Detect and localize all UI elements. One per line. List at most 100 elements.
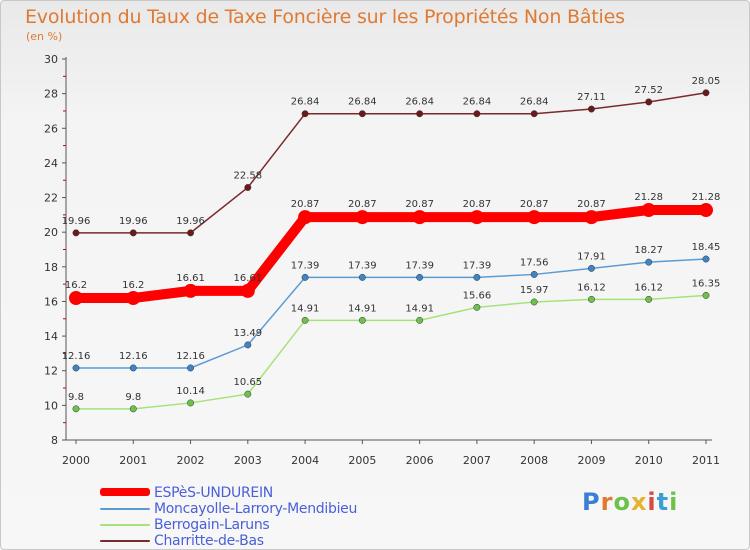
brand-letter: i bbox=[669, 488, 679, 516]
series-line bbox=[71, 205, 711, 303]
data-label: 17.39 bbox=[348, 260, 377, 271]
legend-label: Charritte-de-Bas bbox=[154, 533, 264, 549]
data-point bbox=[72, 364, 80, 372]
series-line bbox=[76, 258, 707, 369]
data-point bbox=[416, 316, 424, 324]
data-label: 19.96 bbox=[119, 216, 148, 227]
data-label: 26.84 bbox=[405, 97, 434, 108]
x-tick-label: 2010 bbox=[635, 454, 663, 467]
data-label: 19.96 bbox=[176, 216, 205, 227]
data-point bbox=[187, 229, 194, 237]
data-label: 18.27 bbox=[634, 245, 663, 256]
x-tick-label: 2006 bbox=[406, 454, 434, 467]
data-label: 20.87 bbox=[577, 199, 606, 210]
x-tick-label: 2009 bbox=[577, 454, 605, 467]
legend-swatch bbox=[100, 524, 150, 526]
data-label: 19.96 bbox=[62, 216, 91, 227]
data-label: 20.87 bbox=[405, 199, 434, 210]
data-label: 26.84 bbox=[348, 97, 377, 108]
data-point bbox=[645, 295, 653, 303]
legend-swatch bbox=[100, 508, 150, 510]
data-label: 21.28 bbox=[692, 192, 721, 203]
data-point bbox=[588, 264, 595, 272]
y-tick-label: 22 bbox=[44, 192, 58, 205]
x-tick-label: 2011 bbox=[692, 454, 720, 467]
data-label: 16.2 bbox=[65, 280, 87, 291]
data-point bbox=[412, 210, 427, 225]
x-tick-label: 2002 bbox=[177, 454, 205, 467]
data-label: 10.14 bbox=[176, 386, 205, 397]
brand-letter: t bbox=[656, 488, 670, 516]
data-point bbox=[530, 110, 538, 118]
brand-letter: i bbox=[647, 488, 657, 516]
series-line bbox=[76, 92, 707, 234]
data-label: 27.11 bbox=[577, 92, 606, 103]
data-point bbox=[702, 255, 710, 263]
data-label: 21.28 bbox=[634, 192, 663, 203]
legend-label: Berrogain-Laruns bbox=[154, 517, 270, 533]
data-label: 10.65 bbox=[233, 377, 262, 388]
data-point bbox=[416, 110, 424, 118]
data-point bbox=[588, 295, 595, 303]
data-point bbox=[645, 258, 653, 266]
data-point bbox=[473, 303, 481, 311]
data-label: 20.87 bbox=[348, 199, 377, 210]
x-tick-label: 2008 bbox=[520, 454, 548, 467]
data-label: 9.8 bbox=[68, 392, 84, 403]
brand-logo: Proxiti bbox=[582, 488, 678, 516]
data-point bbox=[584, 210, 599, 225]
data-point bbox=[72, 405, 80, 413]
data-label: 26.84 bbox=[291, 97, 320, 108]
data-label: 17.56 bbox=[520, 257, 549, 268]
data-label: 16.61 bbox=[233, 273, 262, 284]
data-point bbox=[183, 283, 198, 298]
data-label: 17.39 bbox=[463, 260, 492, 271]
data-label: 20.87 bbox=[520, 199, 549, 210]
series-line bbox=[76, 294, 707, 410]
legend-swatch bbox=[100, 488, 150, 496]
data-point bbox=[645, 98, 653, 106]
data-point bbox=[416, 273, 424, 281]
data-point bbox=[527, 210, 542, 225]
data-point bbox=[129, 364, 137, 372]
data-label: 14.91 bbox=[348, 303, 377, 314]
data-label: 16.12 bbox=[577, 282, 606, 293]
brand-letter: o bbox=[613, 488, 631, 516]
y-tick-label: 26 bbox=[44, 122, 58, 135]
y-tick-label: 10 bbox=[44, 399, 58, 412]
x-tick-label: 2005 bbox=[348, 454, 376, 467]
data-point bbox=[530, 270, 538, 278]
data-label: 26.84 bbox=[520, 97, 549, 108]
data-label: 16.61 bbox=[176, 273, 205, 284]
brand-letter: P bbox=[582, 488, 601, 516]
data-point bbox=[187, 399, 194, 407]
x-tick-label: 2001 bbox=[119, 454, 147, 467]
data-label: 15.66 bbox=[463, 290, 492, 301]
data-label: 18.45 bbox=[692, 242, 721, 253]
data-point bbox=[358, 110, 366, 118]
y-tick-label: 16 bbox=[44, 295, 58, 308]
data-label: 17.91 bbox=[577, 251, 606, 262]
data-label: 12.16 bbox=[62, 351, 91, 362]
data-label: 14.91 bbox=[405, 303, 434, 314]
data-label: 26.84 bbox=[463, 97, 492, 108]
line-chart: 8 10 12 14 16 18 20 22 24 26 28 30 2000 2001 2002 2003 2… bbox=[44, 53, 721, 467]
data-point bbox=[244, 390, 252, 398]
brand-letter: x bbox=[630, 488, 648, 516]
data-label: 13.49 bbox=[233, 328, 262, 339]
data-label: 22.58 bbox=[233, 171, 262, 182]
data-label: 17.39 bbox=[291, 260, 320, 271]
data-point bbox=[702, 89, 710, 97]
y-tick-label: 12 bbox=[44, 365, 58, 378]
data-point bbox=[355, 210, 370, 225]
data-point bbox=[699, 203, 713, 218]
brand-letter: r bbox=[600, 488, 614, 516]
data-point bbox=[298, 210, 313, 225]
data-label: 20.87 bbox=[291, 199, 320, 210]
y-tick-label: 20 bbox=[44, 226, 58, 239]
data-point bbox=[244, 341, 252, 349]
data-label: 20.87 bbox=[463, 199, 492, 210]
y-tick-label: 28 bbox=[44, 88, 58, 101]
data-point bbox=[244, 184, 252, 191]
data-label: 17.39 bbox=[405, 260, 434, 271]
